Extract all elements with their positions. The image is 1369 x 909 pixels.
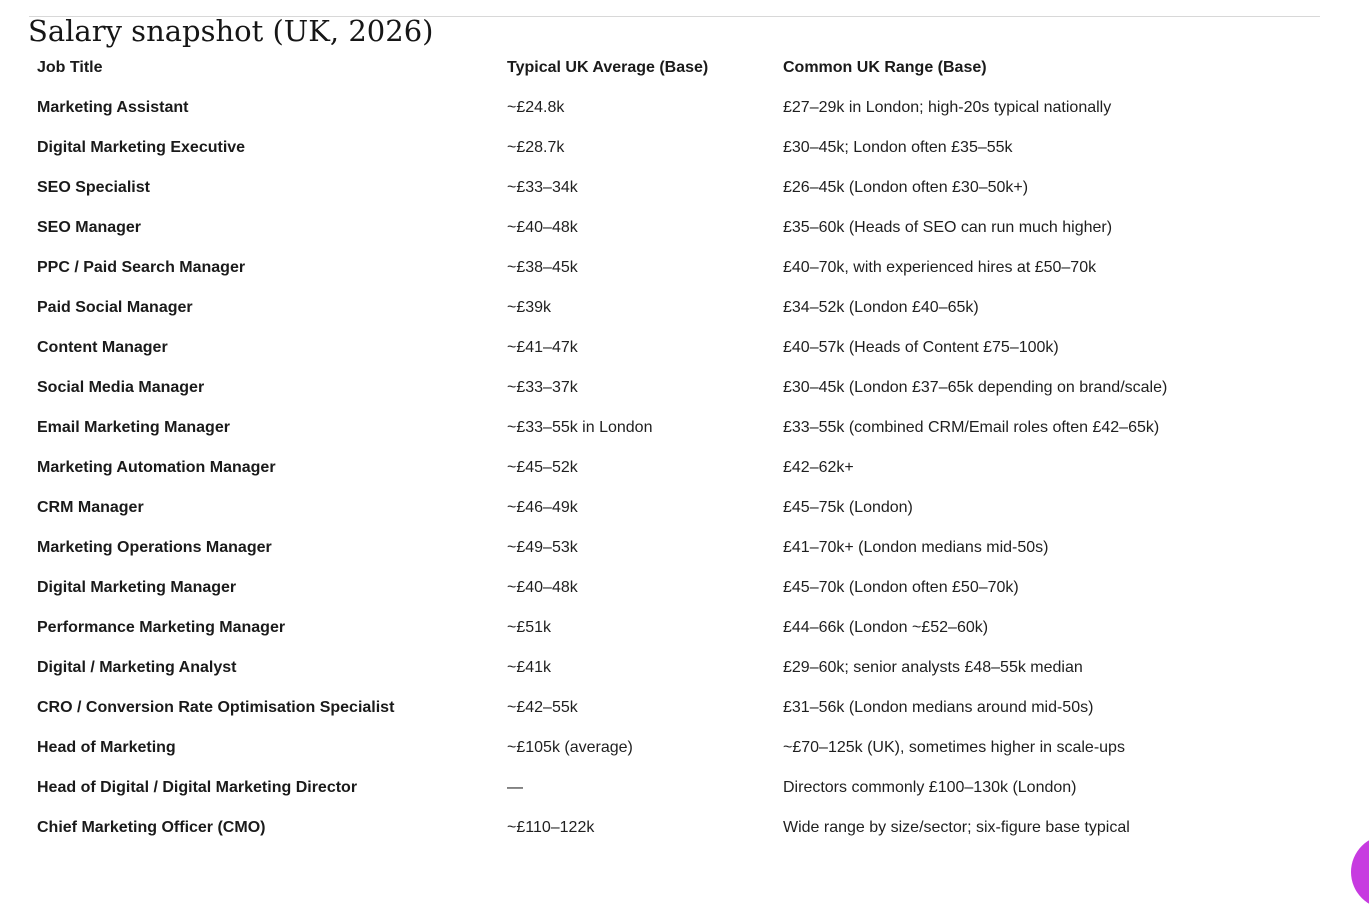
range-cell: £30–45k (London £37–65k depending on bra… [783,379,1168,396]
top-divider [29,16,1320,17]
table-row: Head of Marketing ~£105k (average) ~£70–12… [37,728,1369,768]
range-cell: £30–45k; London often £35–55k [783,139,1013,156]
average-cell: ~£28.7k [507,139,565,156]
job-title-cell: Head of Digital / Digital Marketing Dire… [37,779,358,796]
range-cell: £40–70k, with experienced hires at £50–7… [783,259,1097,276]
table-row: Email Marketing Manager ~£33–55k in Londo… [37,408,1369,448]
table-row: PPC / Paid Search Manager ~£38–45k £40–70k… [37,248,1369,288]
job-title-cell: Marketing Automation Manager [37,459,276,476]
range-cell: £26–45k (London often £30–50k+) [783,179,1029,196]
table-header-row: Job Title Typical UK Average (Base) Comm… [37,48,1369,88]
job-title-cell: Email Marketing Manager [37,419,230,436]
page-title: Salary snapshot (UK, 2026) [28,14,434,48]
table-row: Performance Marketing Manager ~£51k £44–66… [37,608,1369,648]
table-row: Marketing Operations Manager ~£49–53k £41–… [37,528,1369,568]
table-row: Marketing Assistant ~£24.8k £27–29k in Lon… [37,88,1369,128]
average-cell: ~£40–48k [507,579,578,596]
range-cell: £40–57k (Heads of Content £75–100k) [783,339,1059,356]
range-cell: £45–70k (London often £50–70k) [783,579,1019,596]
average-cell: — [507,779,523,796]
job-title-cell: CRO / Conversion Rate Optimisation Speci… [37,699,395,716]
job-title-cell: Content Manager [37,339,168,356]
average-cell: ~£33–55k in London [507,419,653,436]
average-cell: ~£39k [507,299,552,316]
average-cell: ~£46–49k [507,499,578,516]
job-title-cell: Digital Marketing Manager [37,579,237,596]
job-title-cell: Performance Marketing Manager [37,619,286,636]
range-cell: £45–75k (London) [783,499,913,516]
average-cell: ~£41k [507,659,552,676]
average-cell: ~£33–34k [507,179,578,196]
job-title-cell: Chief Marketing Officer (CMO) [37,819,266,836]
range-cell: £31–56k (London medians around mid-50s) [783,699,1094,716]
range-cell: Wide range by size/sector; six-figure ba… [783,819,1130,836]
table-row: SEO Specialist ~£33–34k £26–45k (London of… [37,168,1369,208]
average-cell: ~£40–48k [507,219,578,236]
job-title-cell: SEO Manager [37,219,142,236]
job-title-cell: Social Media Manager [37,379,205,396]
table-row: Marketing Automation Manager ~£45–52k £42–… [37,448,1369,488]
job-title-cell: Digital / Marketing Analyst [37,659,237,676]
range-cell: ~£70–125k (UK), sometimes higher in scal… [783,739,1125,756]
column-header-job-title: Job Title [37,59,103,76]
job-title-cell: SEO Specialist [37,179,150,196]
average-cell: ~£33–37k [507,379,578,396]
average-cell: ~£45–52k [507,459,578,476]
job-title-cell: Marketing Assistant [37,99,189,116]
range-cell: £33–55k (combined CRM/Email roles often … [783,419,1160,436]
table-row: Social Media Manager ~£33–37k £30–45k (Lon… [37,368,1369,408]
salary-table: Job Title Typical UK Average (Base) Comm… [37,48,1369,848]
column-header-range: Common UK Range (Base) [783,59,987,76]
table-row: Chief Marketing Officer (CMO) ~£110–122k W… [37,808,1369,848]
average-cell: ~£24.8k [507,99,565,116]
average-cell: ~£38–45k [507,259,578,276]
job-title-cell: PPC / Paid Search Manager [37,259,246,276]
range-cell: £27–29k in London; high-20s typical nati… [783,99,1112,116]
table-row: CRM Manager ~£46–49k £45–75k (London) [37,488,1369,528]
table-row: Digital / Marketing Analyst ~£41k £29–60k;… [37,648,1369,688]
range-cell: Directors commonly £100–130k (London) [783,779,1077,796]
table-row: Digital Marketing Manager ~£40–48k £45–70k… [37,568,1369,608]
average-cell: ~£110–122k [507,819,595,836]
job-title-cell: Digital Marketing Executive [37,139,246,156]
range-cell: £29–60k; senior analysts £48–55k median [783,659,1083,676]
average-cell: ~£105k (average) [507,739,633,756]
average-cell: ~£42–55k [507,699,578,716]
job-title-cell: CRM Manager [37,499,144,516]
average-cell: ~£49–53k [507,539,578,556]
range-cell: £35–60k (Heads of SEO can run much highe… [783,219,1113,236]
table-row: Head of Digital / Digital Marketing Dire… [37,768,1369,808]
range-cell: £44–66k (London ~£52–60k) [783,619,989,636]
average-cell: ~£41–47k [507,339,578,356]
table-row: CRO / Conversion Rate Optimisation Speci… [37,688,1369,728]
average-cell: ~£51k [507,619,552,636]
table-row: SEO Manager ~£40–48k £35–60k (Heads of SEO… [37,208,1369,248]
table-body: Marketing Assistant ~£24.8k £27–29k in Lon… [37,88,1369,848]
job-title-cell: Head of Marketing [37,739,176,756]
table-row: Paid Social Manager ~£39k £34–52k (London … [37,288,1369,328]
column-header-average: Typical UK Average (Base) [507,59,709,76]
job-title-cell: Paid Social Manager [37,299,193,316]
range-cell: £42–62k+ [783,459,854,476]
range-cell: £41–70k+ (London medians mid-50s) [783,539,1049,556]
range-cell: £34–52k (London £40–65k) [783,299,979,316]
table-row: Content Manager ~£41–47k £40–57k (Heads of… [37,328,1369,368]
table-row: Digital Marketing Executive ~£28.7k £30–45… [37,128,1369,168]
job-title-cell: Marketing Operations Manager [37,539,272,556]
